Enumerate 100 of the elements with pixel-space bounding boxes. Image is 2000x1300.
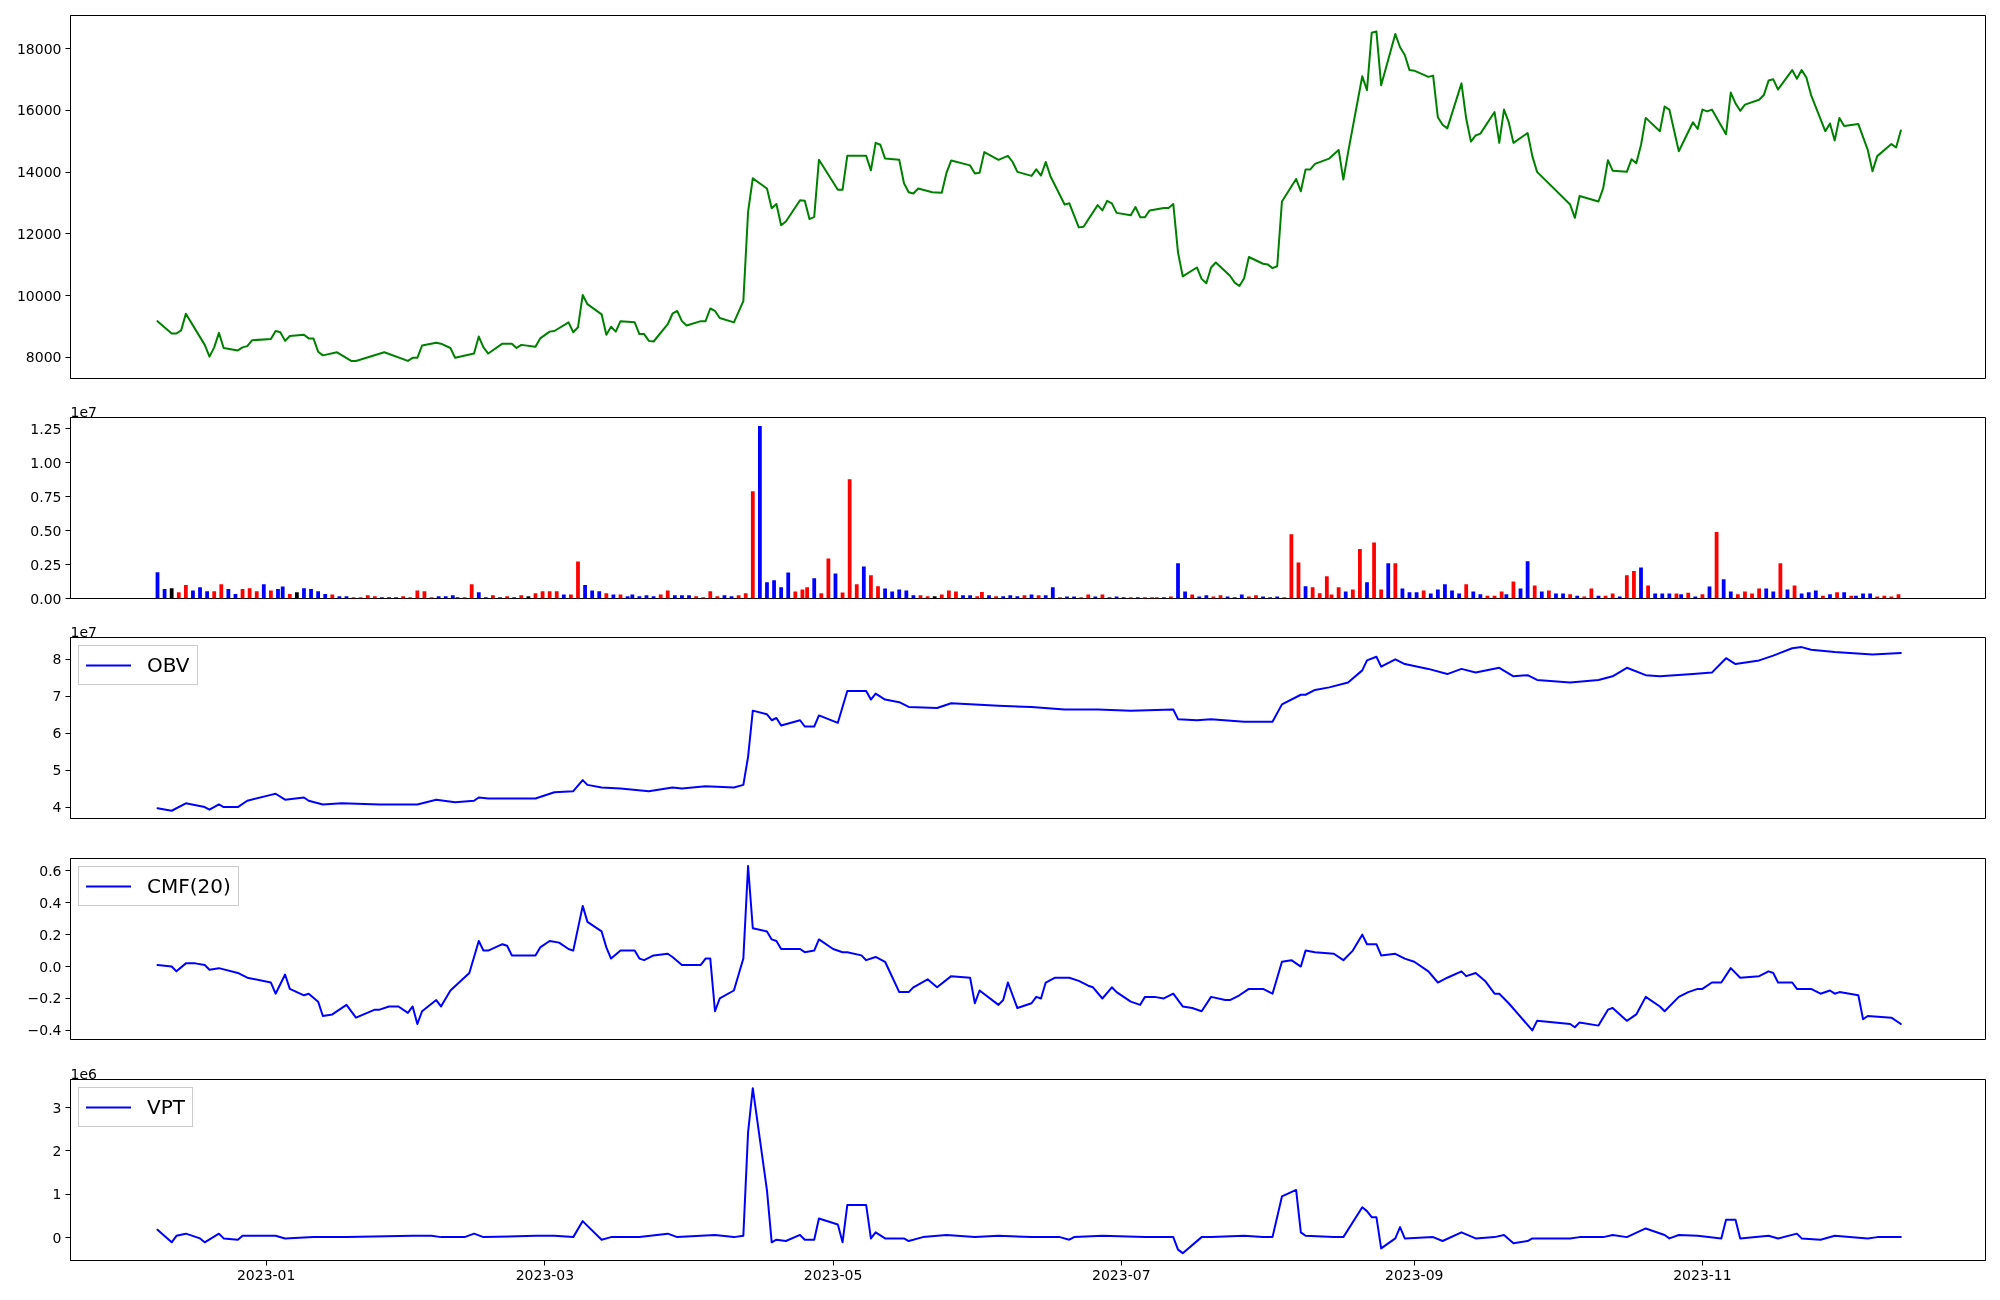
bar	[1499, 591, 1504, 599]
bar	[1183, 591, 1187, 599]
bar	[198, 587, 202, 599]
bar	[294, 592, 299, 599]
bar	[1735, 594, 1740, 599]
bar	[1799, 593, 1804, 599]
y-tick-label: 0.6	[39, 862, 62, 879]
bar	[1525, 561, 1530, 599]
bar	[415, 590, 420, 599]
bar	[1861, 593, 1865, 599]
bar	[302, 588, 306, 599]
y-tick-label: 0.0	[39, 958, 62, 975]
y-tick-label: 2	[52, 1142, 62, 1159]
bar	[1428, 593, 1433, 599]
y-tick-label: 0.25	[30, 556, 62, 573]
bar	[1757, 588, 1762, 599]
bar	[1632, 571, 1636, 599]
bar	[1539, 591, 1544, 599]
annotation: 1e7	[70, 403, 97, 420]
bar	[450, 595, 455, 599]
line-series	[156, 30, 1902, 362]
bar	[176, 592, 181, 599]
y-tick-label: 1.25	[30, 420, 62, 437]
bar	[261, 584, 266, 599]
bar	[330, 594, 335, 599]
bar	[1471, 591, 1476, 599]
bar	[736, 595, 741, 599]
bar	[1646, 585, 1650, 599]
bar	[694, 596, 698, 599]
bar	[1813, 590, 1818, 599]
bar	[1043, 595, 1048, 599]
bar	[526, 596, 531, 599]
bar	[1008, 595, 1013, 599]
bar	[1617, 596, 1622, 599]
y-tick-label: 5	[52, 762, 62, 779]
bar	[1728, 591, 1733, 599]
bar	[1464, 584, 1469, 599]
bar	[630, 594, 635, 599]
x-tick-label: 2023-01	[236, 1266, 296, 1283]
bar	[287, 594, 292, 599]
bar	[547, 591, 552, 599]
bar	[786, 572, 791, 599]
x-tick-label: 2023-11	[1673, 1266, 1732, 1283]
bar	[469, 584, 474, 599]
bar	[1254, 595, 1258, 599]
bar	[1639, 567, 1643, 599]
y-tick-label: 0	[52, 1229, 62, 1246]
bar	[1324, 576, 1329, 599]
x-tick-label: 2023-07	[1092, 1266, 1151, 1283]
bar	[1317, 593, 1322, 599]
bar	[861, 566, 866, 599]
bar	[269, 590, 273, 599]
bar	[1721, 579, 1726, 599]
bar	[954, 591, 958, 599]
bar	[1835, 592, 1839, 599]
bar	[1610, 593, 1615, 599]
bar	[1478, 594, 1483, 599]
bar	[826, 558, 831, 599]
bar	[604, 593, 609, 599]
y-tick-label: 6	[52, 725, 62, 742]
bar	[1204, 595, 1209, 599]
bar	[1343, 591, 1348, 599]
bar	[212, 591, 217, 599]
bar	[897, 589, 902, 599]
bar	[1679, 594, 1684, 599]
y-tick-label: 18000	[16, 40, 62, 57]
bar	[680, 595, 684, 599]
bar	[883, 588, 887, 599]
bar	[1435, 589, 1440, 599]
bar	[476, 592, 481, 599]
bar	[372, 596, 377, 599]
bar	[1842, 592, 1847, 599]
bar	[365, 595, 370, 599]
bar	[1771, 591, 1776, 599]
bar	[1275, 596, 1280, 599]
bar	[750, 491, 755, 599]
y-tick-label: 10000	[16, 287, 62, 304]
bar	[505, 596, 510, 599]
bar	[436, 596, 441, 599]
bar	[812, 578, 817, 599]
bar	[1561, 593, 1565, 599]
bar	[1246, 596, 1251, 599]
bar	[1197, 596, 1202, 599]
bar	[1457, 593, 1461, 599]
bar	[561, 594, 566, 599]
bar	[672, 595, 677, 599]
bar	[569, 594, 573, 599]
bar	[1875, 596, 1880, 599]
bar	[1421, 590, 1426, 599]
bar	[1624, 575, 1629, 599]
bar	[323, 594, 328, 599]
y-tick-label: 7	[52, 688, 62, 705]
bar	[1693, 596, 1698, 599]
bar	[847, 479, 852, 599]
bar	[1582, 596, 1587, 599]
bar	[1653, 593, 1658, 599]
bar	[491, 595, 495, 599]
bar	[1750, 593, 1754, 599]
y-tick-label: 0.4	[39, 894, 62, 911]
bar	[946, 590, 951, 599]
